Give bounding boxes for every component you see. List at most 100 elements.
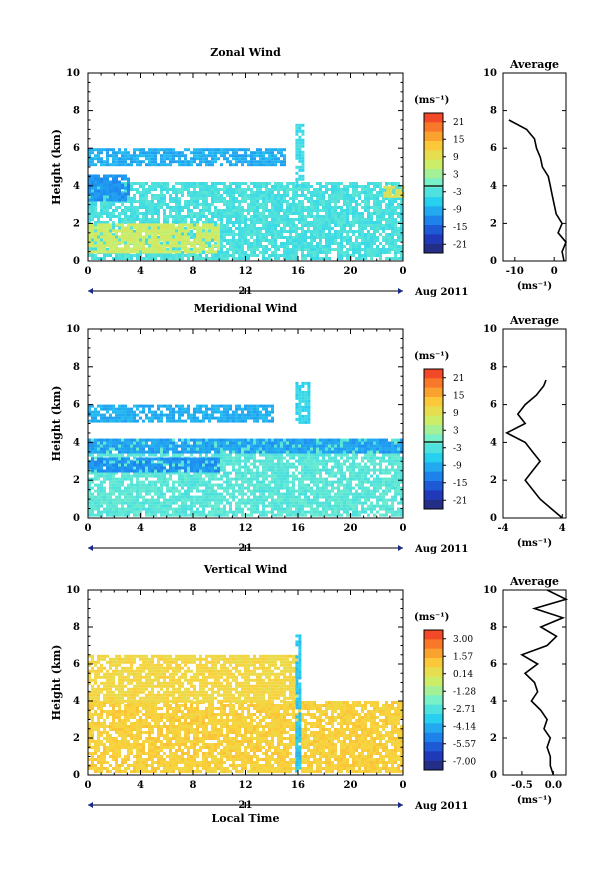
heatmap-cell [145,182,148,185]
heatmap-cell [343,185,346,188]
heatmap-cell [109,226,112,230]
heatmap-cell [208,160,211,164]
heatmap-cell [175,244,178,248]
heatmap-cell [136,489,139,493]
heatmap-cell [88,241,91,245]
heatmap-cell [397,182,400,185]
heatmap-cell [148,160,151,164]
heatmap-cell [196,182,199,185]
heatmap-cell [115,189,118,193]
heatmap-cell [88,235,91,239]
heatmap-cell [109,498,112,502]
heatmap-cell [160,229,163,233]
heatmap-cell [373,197,376,200]
heatmap-cell [268,239,271,242]
heatmap-cell [94,215,97,218]
heatmap-cell [238,209,241,212]
heatmap-cell [277,206,280,209]
heatmap-cell [274,489,277,493]
heatmap-cell [145,212,148,215]
heatmap-cell [223,480,226,484]
heatmap-cell [274,504,277,508]
heatmap-cell [268,191,271,194]
heatmap-cell [130,501,133,505]
heatmap-cell [103,177,106,181]
heatmap-cell [142,483,145,487]
heatmap-cell [151,157,154,161]
heatmap-cell [157,148,160,152]
heatmap-cell [376,236,379,239]
heatmap-cell [130,221,133,224]
heatmap-cell [88,507,91,511]
heatmap-cell [265,453,268,457]
heatmap-cell [223,498,226,502]
heatmap-cell [187,513,190,517]
heatmap-cell [112,154,115,158]
heatmap-cell [238,182,241,185]
heatmap-cell [142,226,145,230]
heatmap-cell [154,185,157,188]
heatmap-cell [241,230,244,233]
heatmap-cell [196,507,199,511]
heatmap-cell [100,504,103,508]
heatmap-cell [160,194,163,197]
heatmap-cell [124,215,127,218]
heatmap-cell [136,218,139,221]
heatmap-cell [103,209,106,212]
heatmap-cell [220,507,223,511]
heatmap-cell [277,236,280,239]
heatmap-cell [391,182,394,185]
heatmap-cell [109,206,112,209]
heatmap-cell [115,232,118,236]
heatmap-cell [181,462,184,466]
heatmap-cell [190,498,193,502]
heatmap-cell [109,250,112,254]
heatmap-cell [124,229,127,233]
heatmap-cell [319,218,322,221]
heatmap-cell [331,236,334,239]
heatmap-cell [241,242,244,245]
heatmap-cell [205,188,208,191]
heatmap-cell [172,480,175,484]
heatmap-cell [112,459,115,463]
heatmap-cell [139,501,142,505]
heatmap-cell [139,221,142,224]
heatmap-cell [385,236,388,239]
heatmap-cell [100,180,103,184]
heatmap-cell [391,245,394,248]
heatmap-cell [322,492,325,496]
heatmap-cell [151,182,154,185]
heatmap-cell [163,163,166,167]
heatmap-cell [163,200,166,203]
heatmap-cell [388,218,391,221]
heatmap-cell [229,163,232,167]
heatmap-cell [394,227,397,230]
heatmap-cell [259,459,262,463]
heatmap-cell [304,239,307,242]
heatmap-cell [370,251,373,254]
heatmap-cell [340,209,343,212]
heatmap-cell [157,471,160,475]
heatmap-cell [163,209,166,212]
heatmap-cells [88,123,405,260]
heatmap-cell [316,450,319,454]
heatmap-cell [217,495,220,499]
heatmap-cell [253,203,256,206]
heatmap-cell [298,144,302,148]
heatmap-cell [220,257,223,260]
heatmap-cell [109,230,112,233]
heatmap-cell [145,163,148,167]
heatmap-cell [286,501,289,505]
heatmap-cell [334,230,337,233]
heatmap-cell [286,489,289,493]
heatmap-cell [253,471,256,475]
heatmap-cell [292,230,295,233]
heatmap-cell [367,212,370,215]
heatmap-cell [142,151,145,155]
heatmap-cell [193,254,196,257]
heatmap-cell [310,191,313,194]
heatmap-cell [307,191,310,194]
heatmap-cell [319,236,322,239]
heatmap-cell [334,203,337,206]
heatmap-cell [250,245,253,248]
